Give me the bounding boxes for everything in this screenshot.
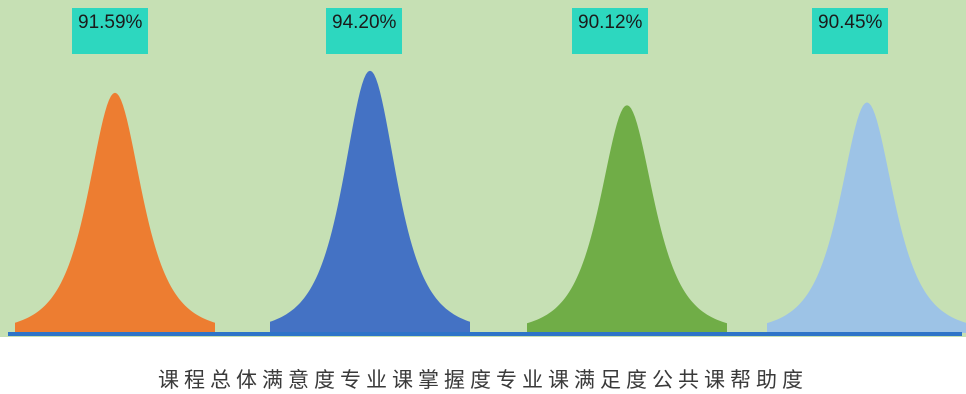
category-label: 专业课满足度	[496, 368, 652, 392]
peak-mark	[767, 102, 966, 333]
peak-mark	[270, 70, 470, 333]
category-label: 课程总体满意度	[158, 368, 340, 392]
data-label: 91.59%	[72, 8, 149, 54]
data-label: 90.45%	[812, 8, 889, 54]
peak-mark	[527, 105, 727, 334]
peak-mark	[15, 92, 215, 333]
category-label: 专业课掌握度	[340, 368, 496, 392]
category-axis: 课程总体满意度专业课掌握度专业课满足度公共课帮助度	[0, 364, 966, 394]
peak-chart	[8, 70, 966, 336]
data-label: 94.20%	[326, 8, 403, 54]
data-label: 90.12%	[572, 8, 649, 54]
category-label: 公共课帮助度	[652, 368, 808, 392]
